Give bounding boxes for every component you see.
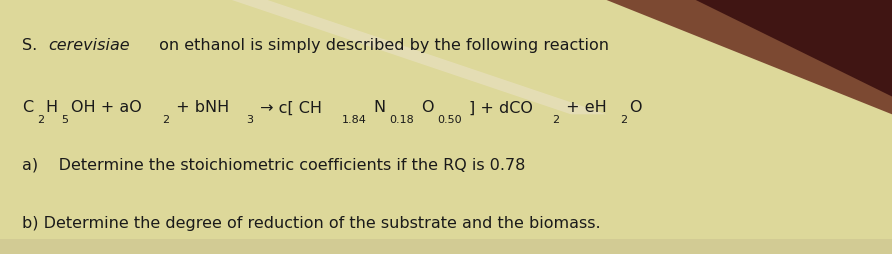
Text: on ethanol is simply described by the following reaction: on ethanol is simply described by the fo… bbox=[154, 38, 609, 53]
Text: O: O bbox=[629, 100, 641, 116]
Text: ] + dCO: ] + dCO bbox=[469, 100, 533, 116]
Text: 5: 5 bbox=[62, 115, 69, 125]
Text: → c[ CH: → c[ CH bbox=[255, 100, 322, 116]
Text: N: N bbox=[374, 100, 386, 116]
Text: OH + aO: OH + aO bbox=[70, 100, 141, 116]
Text: 1.84: 1.84 bbox=[342, 115, 367, 125]
Polygon shape bbox=[464, 0, 892, 97]
Text: C: C bbox=[22, 100, 33, 116]
Text: b) Determine the degree of reduction of the substrate and the biomass.: b) Determine the degree of reduction of … bbox=[22, 216, 601, 231]
Text: a)    Determine the stoichiometric coefficients if the RQ is 0.78: a) Determine the stoichiometric coeffici… bbox=[22, 157, 525, 173]
Text: cerevisiae: cerevisiae bbox=[48, 38, 130, 53]
Text: + bNH: + bNH bbox=[171, 100, 229, 116]
Polygon shape bbox=[250, 0, 892, 114]
Text: 3: 3 bbox=[246, 115, 253, 125]
Text: 2: 2 bbox=[37, 115, 44, 125]
Text: 2: 2 bbox=[551, 115, 558, 125]
Text: 2: 2 bbox=[161, 115, 169, 125]
Text: 0.50: 0.50 bbox=[437, 115, 462, 125]
Text: H: H bbox=[45, 100, 58, 116]
Text: + eH: + eH bbox=[561, 100, 607, 116]
Text: 2: 2 bbox=[620, 115, 627, 125]
Text: O: O bbox=[421, 100, 434, 116]
Polygon shape bbox=[0, 239, 892, 254]
Text: S.: S. bbox=[22, 38, 43, 53]
Polygon shape bbox=[232, 0, 607, 114]
Text: 0.18: 0.18 bbox=[390, 115, 414, 125]
